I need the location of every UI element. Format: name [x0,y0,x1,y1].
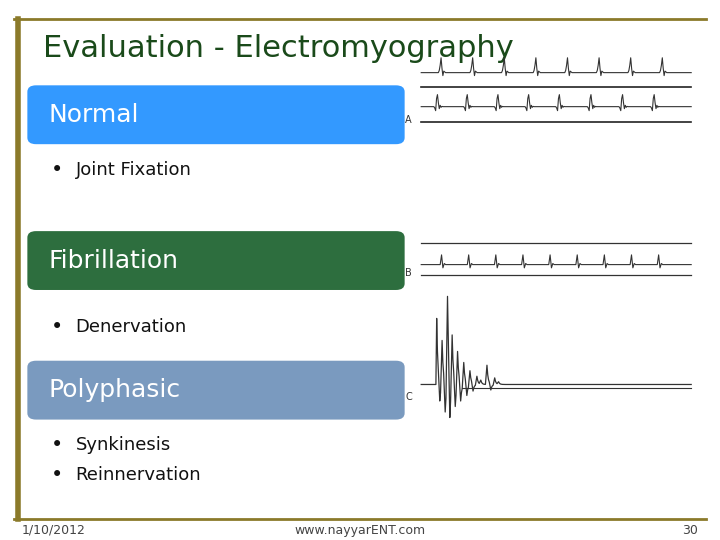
Text: Synkinesis: Synkinesis [76,436,171,455]
Text: •: • [50,316,63,337]
Text: 1/10/2012: 1/10/2012 [22,524,86,537]
FancyBboxPatch shape [27,361,405,420]
Text: Denervation: Denervation [76,318,187,336]
Text: Reinnervation: Reinnervation [76,466,201,484]
Text: www.nayyarENT.com: www.nayyarENT.com [294,524,426,537]
FancyBboxPatch shape [27,85,405,144]
Text: •: • [50,435,63,456]
Text: •: • [50,160,63,180]
Text: Normal: Normal [49,103,140,127]
FancyBboxPatch shape [27,231,405,290]
Text: B: B [405,268,412,278]
Text: Polyphasic: Polyphasic [49,378,181,402]
Text: C: C [405,392,412,402]
Text: •: • [50,465,63,485]
Text: Fibrillation: Fibrillation [49,248,179,273]
Text: A: A [405,116,412,125]
Text: 30: 30 [683,524,698,537]
Text: Joint Fixation: Joint Fixation [76,161,192,179]
Text: Evaluation - Electromyography: Evaluation - Electromyography [43,34,514,63]
